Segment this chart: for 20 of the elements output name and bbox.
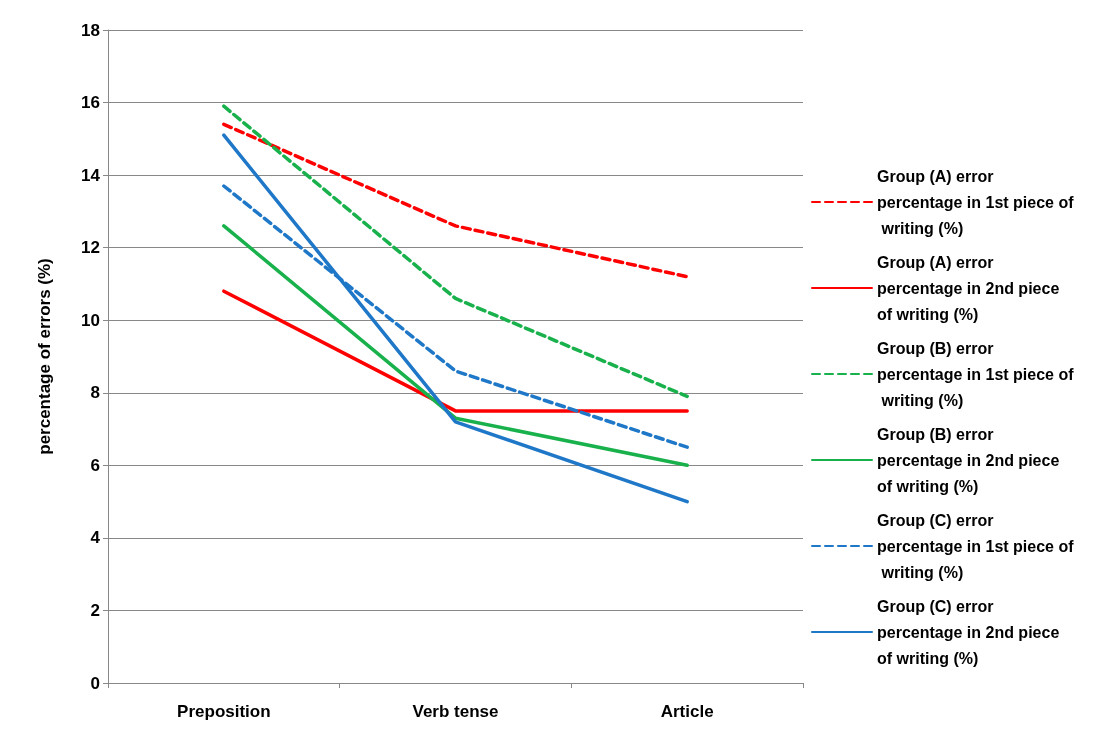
y-tick-label: 6	[90, 455, 100, 475]
y-tick-label: 2	[90, 600, 100, 620]
legend-label: Group (B) error percentage in 2nd piece of writing (%)	[877, 425, 1064, 495]
legend-label: Group (B) error percentage in 1st piece of writing (%)	[877, 339, 1075, 409]
legend-label: Group (A) error percentage in 2nd piece of writing (%)	[877, 253, 1064, 323]
x-tick-label: Verb tense	[412, 702, 499, 721]
y-tick-label: 14	[81, 165, 101, 185]
legend-label: Group (C) error percentage in 2nd piece of writing (%)	[877, 597, 1064, 667]
y-tick-label: 18	[81, 20, 100, 40]
y-tick-label: 4	[90, 528, 101, 548]
y-tick-label: 10	[81, 310, 100, 330]
y-axis-title: percentage of errors (%)	[35, 258, 54, 455]
y-tick-label: 8	[90, 383, 100, 403]
y-tick-label: 12	[81, 238, 100, 258]
legend-label: Group (A) error percentage in 1st piece of writing (%)	[877, 167, 1075, 237]
x-tick-label: Article	[660, 702, 714, 721]
legend-label: Group (C) error percentage in 1st piece of writing (%)	[877, 511, 1075, 581]
y-tick-label: 0	[90, 673, 100, 693]
y-tick-label: 16	[81, 93, 100, 113]
x-tick-label: Preposition	[177, 702, 271, 721]
